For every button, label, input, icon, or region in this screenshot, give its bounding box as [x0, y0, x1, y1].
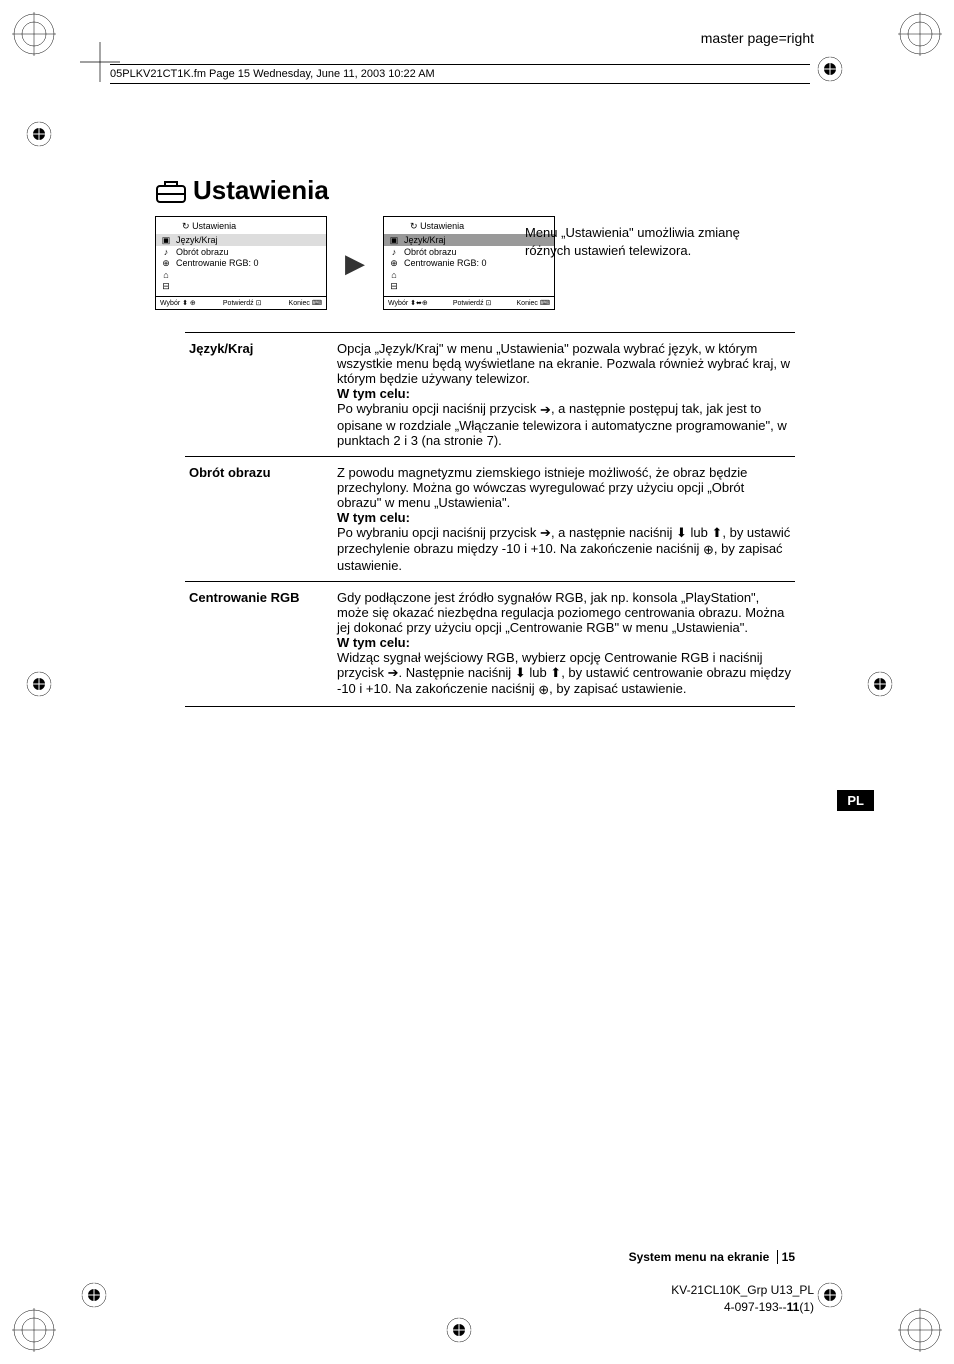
page-title: Ustawienia	[155, 175, 795, 206]
row-label: Obrót obrazu	[185, 456, 333, 581]
row-label: Język/Kraj	[185, 333, 333, 457]
next-arrow-icon: ▶	[345, 248, 365, 279]
row-label: Centrowanie RGB	[185, 581, 333, 706]
crop-target	[12, 1308, 56, 1352]
master-page-label: master page=right	[701, 30, 814, 46]
footer-page: 15	[777, 1250, 795, 1264]
crop-target	[898, 1308, 942, 1352]
reg-mark	[80, 1281, 108, 1309]
pl-language-tab: PL	[837, 790, 874, 811]
osd-item: Język/Kraj	[176, 235, 218, 245]
osd-item: Obrót obrazu	[176, 247, 229, 257]
row-desc: Z powodu magnetyzmu ziemskiego istnieje …	[333, 456, 795, 581]
intro-text: Menu „Ustawienia" umożliwia zmianę różny…	[525, 224, 785, 259]
model-block: KV-21CL10K_Grp U13_PL 4-097-193--11(1)	[671, 1282, 814, 1316]
osd-item: Centrowanie RGB: 0	[176, 258, 259, 268]
row-desc: Opcja „Język/Kraj" w menu „Ustawienia" p…	[333, 333, 795, 457]
table-row: Obrót obrazu Z powodu magnetyzmu ziemski…	[185, 456, 795, 581]
crop-target	[12, 12, 56, 56]
reg-mark	[25, 670, 53, 698]
reg-mark	[25, 120, 53, 148]
osd-item: Centrowanie RGB: 0	[404, 258, 487, 268]
osd-item: Obrót obrazu	[404, 247, 457, 257]
toolbox-icon	[155, 178, 187, 204]
reg-mark	[816, 1281, 844, 1309]
table-row: Język/Kraj Opcja „Język/Kraj" w menu „Us…	[185, 333, 795, 457]
crop-target	[898, 12, 942, 56]
reg-mark	[816, 55, 844, 83]
footer-section: System menu na ekranie	[629, 1250, 770, 1264]
osd-item: Język/Kraj	[404, 235, 446, 245]
fm-header: 05PLKV21CT1K.fm Page 15 Wednesday, June …	[110, 64, 810, 84]
footer: System menu na ekranie 15	[155, 1250, 795, 1264]
row-desc: Gdy podłączone jest źródło sygnałów RGB,…	[333, 581, 795, 706]
osd-title: Ustawienia	[192, 221, 236, 231]
reg-mark	[866, 670, 894, 698]
reg-mark	[445, 1316, 473, 1344]
table-row: Centrowanie RGB Gdy podłączone jest źród…	[185, 581, 795, 706]
settings-table: Język/Kraj Opcja „Język/Kraj" w menu „Us…	[185, 332, 795, 707]
osd-title: Ustawienia	[420, 221, 464, 231]
osd-panel-1: ↻ Ustawienia ▣Język/Kraj ♪Obrót obrazu ⊕…	[155, 216, 327, 310]
title-text: Ustawienia	[193, 175, 329, 206]
